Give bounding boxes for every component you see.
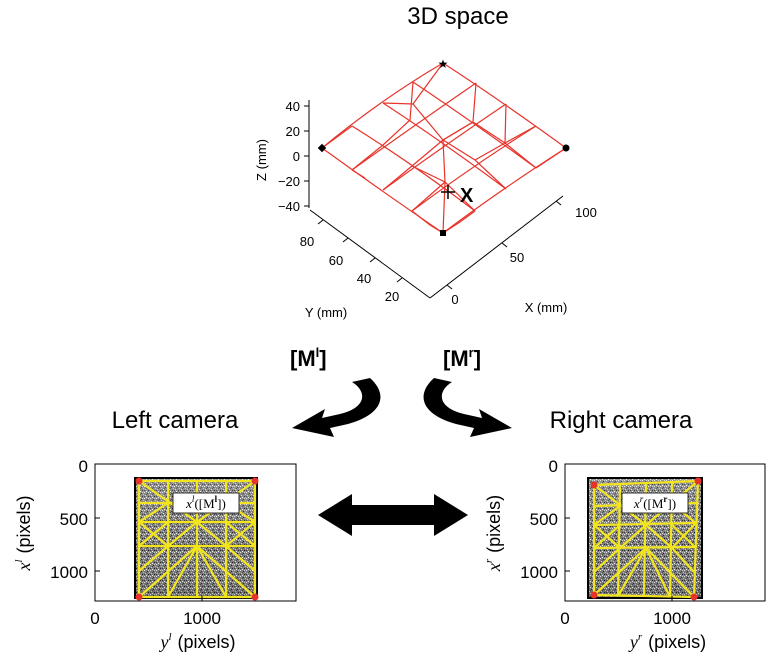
right-x-tick-label: 1000 [653,609,691,628]
z-tick-label: 0 [293,149,300,164]
corner-marker-icon [694,477,702,485]
z-axis: 40 20 0 −20 −40 Z (mm) [254,99,310,214]
surface-mesh [321,62,568,234]
y-tick-label: 60 [329,253,343,268]
right-projection-matrix: [Mr] [443,345,481,371]
left-projection-matrix: [Ml] [290,345,327,371]
z-tick-label: 20 [286,124,300,139]
left-projection: [Ml] [290,345,381,437]
corner-marker-icon [690,593,698,601]
right-camera-panel: Right camera [483,407,766,652]
left-curved-arrow-icon [292,378,381,437]
right-y-axis-label: xr(pixels) [483,495,504,572]
x-tick-label: 50 [510,250,524,265]
crosshair-marker-icon [441,185,455,199]
x-axis: 0 50 100 X (mm) [429,195,597,315]
left-x-axis-label: yl (pixels) [158,631,235,652]
left-x-tick-label: 0 [90,609,99,628]
left-y-tick-label: 0 [79,457,88,476]
x-tick-label: 100 [575,205,597,220]
right-point-label: xr([Mr]) [633,494,676,511]
left-y-tick-label: 1000 [50,563,88,582]
space-3d-figure: 3D space 40 20 0 −20 −40 Z (mm) 80 60 40 [254,3,597,320]
right-curved-arrow-icon [423,378,512,437]
corner-marker-icon [590,591,598,599]
star-marker-icon: ★ [438,57,449,71]
y-tick-label: 20 [385,289,399,304]
corner-marker-icon [135,593,143,601]
y-axis: 80 60 40 20 Y (mm) [300,209,431,320]
corner-marker-icon [135,477,143,485]
corner-marker-icon [251,477,259,485]
right-point-label-box [621,492,689,514]
left-camera-panel: Left camera [13,407,297,652]
right-x-tick-label: 0 [560,609,569,628]
circle-marker-icon [562,144,570,152]
left-point-label: xl([Ml]) [185,494,226,511]
x-axis-label: X (mm) [525,300,568,315]
correspondence-double-arrow-icon [318,494,468,536]
corner-marker-icon [251,593,259,601]
corner-marker-icon [590,481,598,489]
z-tick-label: 40 [286,99,300,114]
y-tick-label: 40 [357,271,371,286]
y-tick-label: 80 [300,234,314,249]
diamond-marker-icon [317,143,327,153]
left-camera-title: Left camera [112,407,239,434]
left-y-axis-label: xl(pixels) [13,495,34,571]
z-tick-label: −40 [278,199,300,214]
right-projection: [Mr] [423,345,512,437]
right-y-tick-label: 1000 [520,563,558,582]
z-axis-label: Z (mm) [254,139,269,181]
point-x-label: X [460,185,474,207]
right-camera-title: Right camera [550,407,693,434]
left-y-tick-label: 500 [60,510,88,529]
left-point-label-box [172,492,240,514]
right-y-tick-label: 0 [549,457,558,476]
y-axis-label: Y (mm) [305,305,347,320]
right-x-axis-label: yr (pixels) [628,631,706,652]
z-tick-label: −20 [278,174,300,189]
left-x-tick-label: 1000 [183,609,221,628]
square-marker-icon [440,230,446,236]
x-tick-label: 0 [451,292,458,307]
right-y-tick-label: 500 [530,510,558,529]
space-title: 3D space [407,3,508,30]
